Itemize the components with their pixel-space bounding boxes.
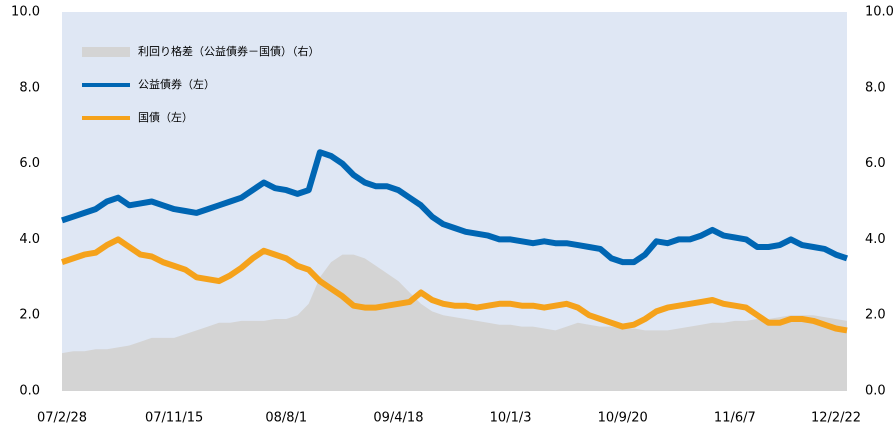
y-tick-label: 0.0 [19,384,40,399]
legend-label: 公益債券（左） [138,77,215,91]
x-tick-label: 09/4/18 [373,411,423,426]
x-tick-label: 07/11/15 [145,411,203,426]
series-line [61,149,848,266]
legend-label: 利回り格差（公益債券－国債）（右） [138,44,320,58]
x-tick-label: 11/6/7 [714,411,756,426]
y-tick-label: 4.0 [19,232,40,247]
legend-swatch [82,47,130,57]
x-tick-label: 10/9/20 [598,411,648,426]
y2-tick-label: 10.0 [865,5,893,20]
y2-tick-label: 4.0 [865,232,886,247]
y-tick-label: 2.0 [19,308,40,323]
x-tick-label: 08/8/1 [265,411,307,426]
y2-tick-label: 2.0 [865,308,886,323]
x-tick-label: 12/2/22 [811,411,861,426]
y2-tick-label: 0.0 [865,384,886,399]
y2-tick-label: 8.0 [865,80,886,95]
spread-area [62,254,847,391]
x-tick-label: 10/1/3 [490,411,532,426]
x-tick-label: 07/2/28 [37,411,87,426]
y-tick-label: 6.0 [19,156,40,171]
series-line [61,236,848,334]
legend-label: 国債（左） [138,110,193,124]
y-tick-label: 10.0 [11,5,40,20]
y2-tick-label: 6.0 [865,156,886,171]
y-tick-label: 8.0 [19,80,40,95]
